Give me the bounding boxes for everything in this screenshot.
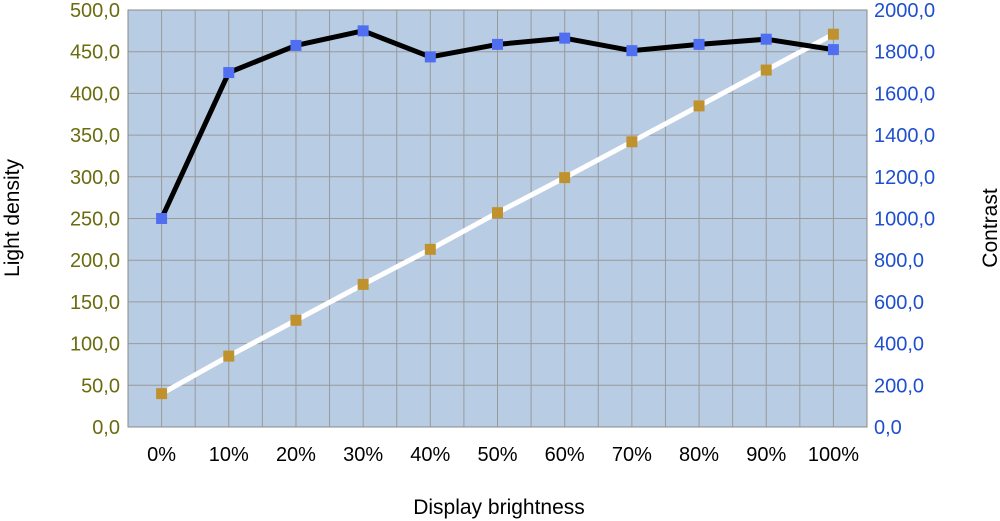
left-axis-tick-label: 0,0 bbox=[92, 417, 120, 439]
x-axis-tick-label: 90% bbox=[746, 444, 786, 466]
x-axis-tick-label: 70% bbox=[612, 444, 652, 466]
data-point-left bbox=[626, 136, 638, 148]
data-point-right bbox=[424, 51, 436, 63]
right-axis-tick-label: 600,0 bbox=[874, 292, 924, 314]
right-axis-tick-label: 2000,0 bbox=[874, 0, 935, 22]
left-axis-tick-label: 150,0 bbox=[70, 292, 120, 314]
right-axis-ticks: 0,0 200,0 400,0 600,0 800,0 1000,0 1200,0 1400,… bbox=[874, 0, 935, 439]
x-axis-tick-label: 100% bbox=[808, 444, 859, 466]
right-axis-tick-label: 1600,0 bbox=[874, 83, 935, 105]
data-point-left bbox=[424, 243, 436, 255]
data-point-right bbox=[223, 67, 235, 79]
data-point-left bbox=[559, 172, 571, 184]
data-point-right bbox=[760, 33, 772, 45]
data-point-left bbox=[760, 64, 772, 76]
x-axis-tick-label: 50% bbox=[477, 444, 517, 466]
right-axis-tick-label: 0,0 bbox=[874, 417, 902, 439]
data-point-right bbox=[559, 32, 571, 44]
data-point-right bbox=[827, 44, 839, 56]
x-axis-tick-label: 40% bbox=[410, 444, 450, 466]
data-point-left bbox=[693, 100, 705, 112]
right-axis-tick-label: 1800,0 bbox=[874, 42, 935, 64]
right-axis-tick-label: 1000,0 bbox=[874, 209, 935, 231]
data-point-left bbox=[156, 388, 168, 400]
data-point-right bbox=[156, 213, 168, 224]
data-point-right bbox=[693, 38, 705, 50]
x-axis-ticks: 0% 10% 20% 30% 40% 50% 60% 70% 80% 90% 100% bbox=[147, 444, 859, 466]
left-axis-tick-label: 200,0 bbox=[70, 250, 120, 272]
left-axis-tick-label: 450,0 bbox=[70, 42, 120, 64]
right-axis-tick-label: 1200,0 bbox=[874, 167, 935, 189]
right-axis-tick-label: 1400,0 bbox=[874, 125, 935, 147]
left-axis-tick-label: 400,0 bbox=[70, 83, 120, 105]
x-axis-tick-label: 10% bbox=[209, 444, 249, 466]
data-point-right bbox=[290, 39, 302, 51]
data-point-left bbox=[223, 350, 235, 362]
right-axis-tick-label: 400,0 bbox=[874, 334, 924, 356]
left-axis-tick-label: 500,0 bbox=[70, 0, 120, 22]
data-point-right bbox=[357, 25, 369, 37]
data-point-right bbox=[492, 38, 503, 50]
data-point-left bbox=[357, 278, 369, 290]
x-axis-tick-label: 20% bbox=[276, 444, 316, 466]
x-axis-tick-label: 80% bbox=[679, 444, 719, 466]
left-axis-title: Light density bbox=[1, 159, 24, 277]
data-point-left bbox=[827, 28, 839, 40]
right-axis-tick-label: 800,0 bbox=[874, 250, 924, 272]
right-axis-title: Contrast bbox=[979, 188, 1000, 268]
series-markers bbox=[156, 25, 839, 400]
left-axis-tick-label: 250,0 bbox=[70, 209, 120, 231]
x-axis-tick-label: 0% bbox=[147, 444, 176, 466]
data-point-right bbox=[626, 45, 638, 57]
x-axis-tick-label: 30% bbox=[343, 444, 383, 466]
x-axis-tick-label: 60% bbox=[545, 444, 585, 466]
plot-border bbox=[127, 9, 868, 428]
left-axis-tick-label: 50,0 bbox=[81, 375, 120, 397]
data-point-left bbox=[290, 314, 302, 326]
left-axis-tick-label: 100,0 bbox=[70, 334, 120, 356]
left-axis-tick-label: 350,0 bbox=[70, 125, 120, 147]
left-axis-ticks: 0,0 50,0 100,0 150,0 200,0 250,0 300,0 350,0 400… bbox=[70, 0, 120, 439]
data-point-left bbox=[492, 207, 503, 219]
left-axis-tick-label: 300,0 bbox=[70, 167, 120, 189]
x-axis-title: Display brightness bbox=[413, 496, 585, 519]
right-axis-tick-label: 200,0 bbox=[874, 375, 924, 397]
